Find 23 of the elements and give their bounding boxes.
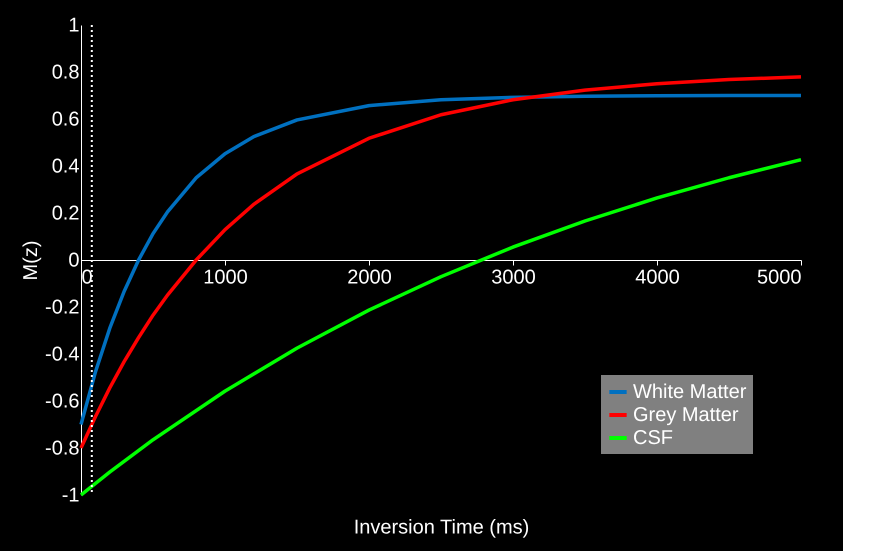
x-tick-label: 3000	[491, 266, 536, 288]
legend-label: CSF	[633, 427, 673, 449]
line-series	[79, 158, 803, 497]
y-tick-label: -0.4	[45, 344, 80, 366]
y-tick-label: -0.8	[45, 438, 80, 460]
y-tick-label: 0	[68, 250, 80, 272]
legend-label: Grey Matter	[633, 404, 739, 426]
y-tick-label: 0.6	[52, 108, 80, 130]
x-tick-label: 2000	[347, 266, 392, 288]
x-tick-label: 1000	[203, 266, 248, 288]
y-tick-label: -0.2	[45, 296, 80, 318]
y-tick-label: 0.2	[52, 202, 80, 224]
x-tick-label: 4000	[635, 266, 680, 288]
y-tick-label: 1	[68, 14, 80, 36]
y-tick-label: -1	[62, 484, 80, 506]
x-tick-label: 5000	[757, 266, 802, 288]
y-axis-title: M(z)	[20, 240, 42, 280]
x-axis-title: Inversion Time (ms)	[354, 516, 530, 538]
x-tick-label: 0	[82, 266, 93, 288]
legend-label: White Matter	[633, 381, 747, 403]
y-tick-label: -0.6	[45, 390, 80, 412]
y-tick-label: 0.8	[52, 62, 80, 84]
y-tick-label: 0.4	[52, 156, 80, 178]
